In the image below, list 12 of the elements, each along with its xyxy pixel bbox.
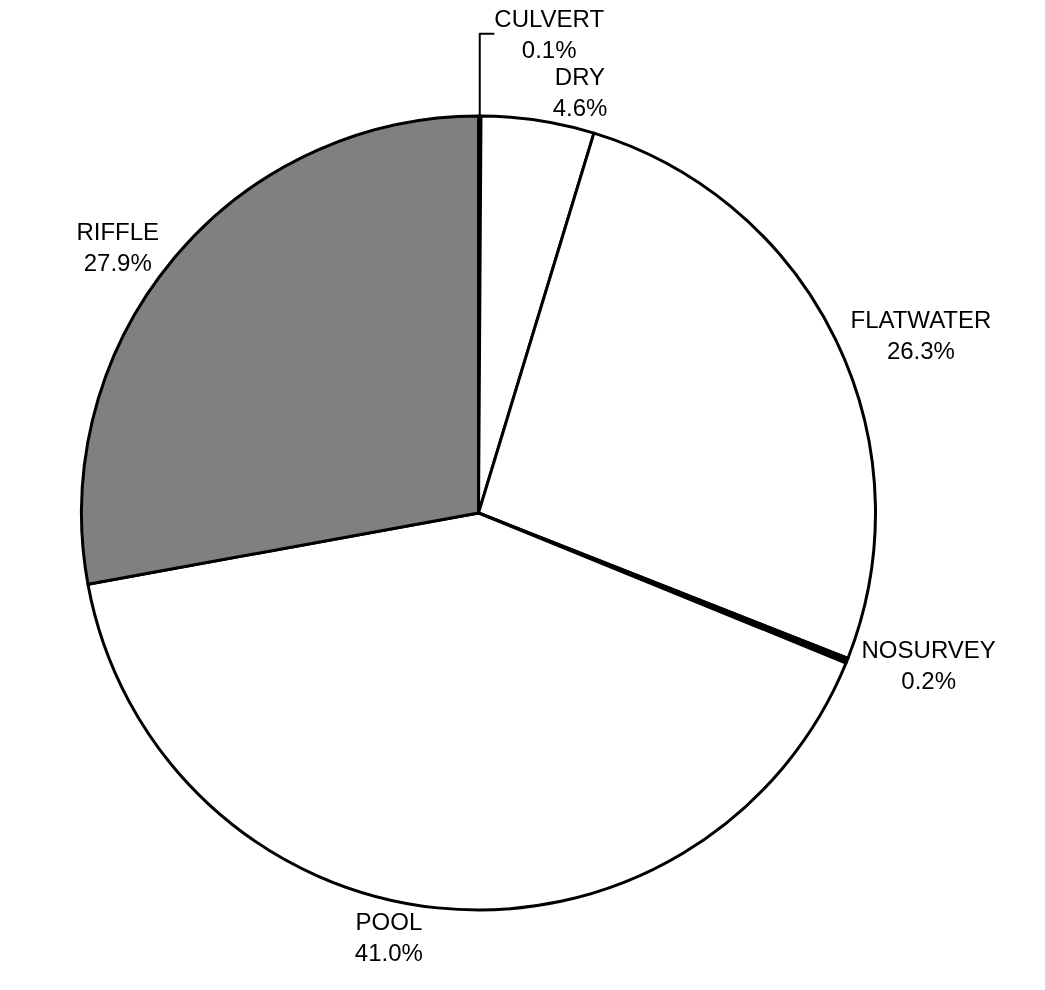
slice-label: DRY [554,62,606,90]
slice-label: RIFFLE [76,217,160,245]
slice-label: POOL [355,907,423,935]
data-label: 41.0% [354,938,423,966]
slice-label: CULVERT [494,4,605,32]
data-label: 0.2% [901,666,957,694]
data-label: 4.6% [552,94,608,122]
slice-label: NOSURVEY [861,635,996,663]
slice-label: FLATWATER [850,305,992,333]
data-label: 27.9% [83,248,152,276]
data-label: 26.3% [886,336,955,364]
data-label: 0.1% [521,35,577,63]
